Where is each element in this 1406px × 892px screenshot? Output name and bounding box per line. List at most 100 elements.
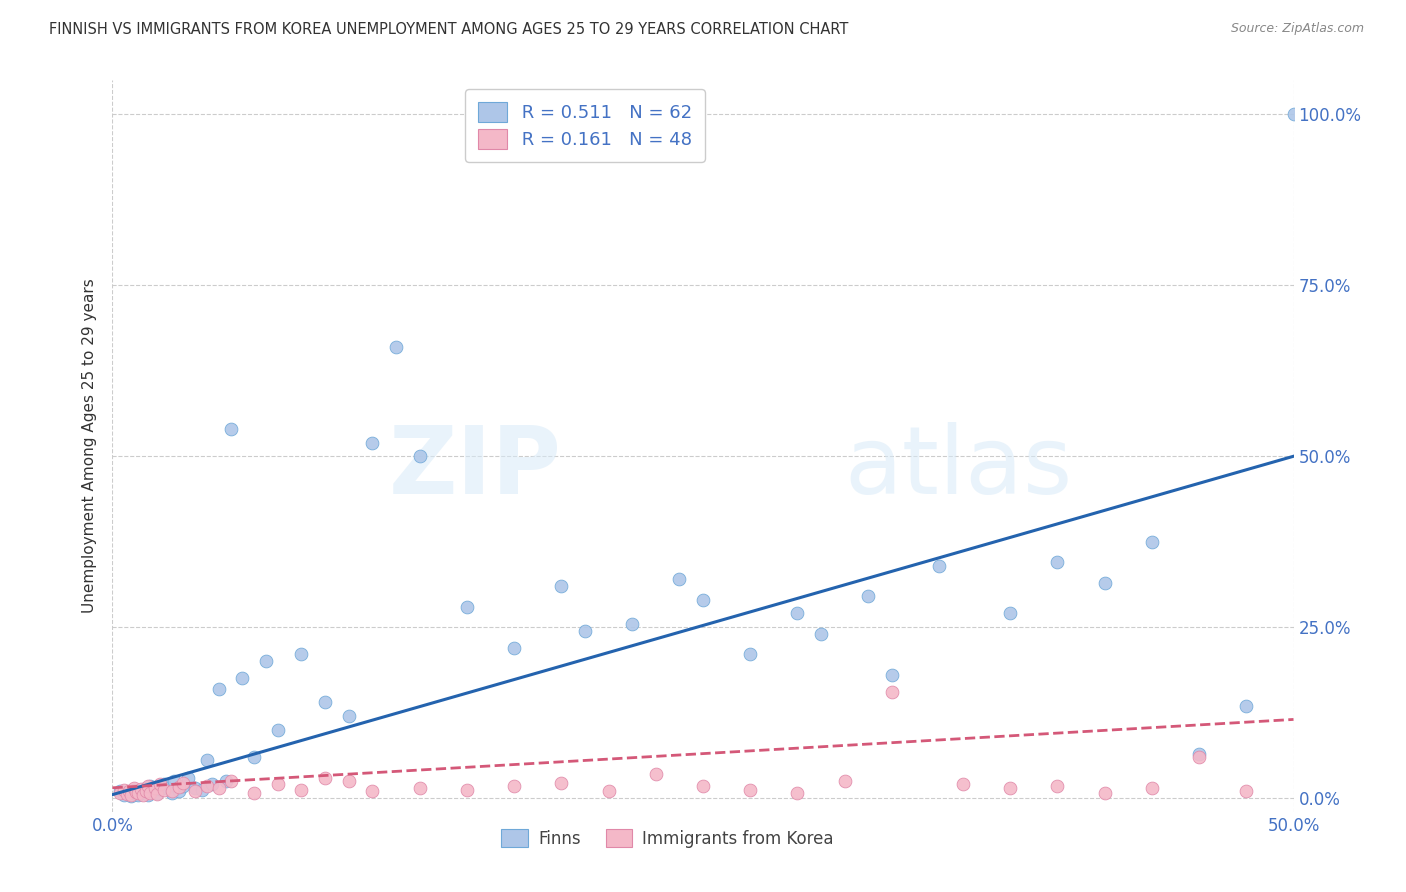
Point (139, 786, 162, 800)
Point (122, 782, 145, 797)
Point (191, 782, 214, 797)
Point (146, 786, 169, 800)
Point (740, 782, 762, 797)
Point (786, 607, 808, 621)
Point (314, 771, 336, 785)
Text: Source: ZipAtlas.com: Source: ZipAtlas.com (1230, 22, 1364, 36)
Point (125, 787, 148, 801)
Point (163, 774, 186, 789)
Point (503, 779, 526, 793)
Point (503, 640, 526, 655)
Point (160, 786, 183, 800)
Point (337, 709, 360, 723)
Point (810, 627, 832, 641)
Text: atlas: atlas (845, 422, 1073, 514)
Point (621, 616, 644, 631)
Point (1140, 780, 1163, 795)
Point (184, 780, 207, 795)
Point (928, 558, 950, 573)
Point (598, 784, 620, 798)
Point (550, 579, 572, 593)
Point (219, 422, 242, 436)
Point (153, 777, 176, 791)
Point (139, 779, 162, 793)
Point (172, 776, 194, 790)
Point (1046, 555, 1069, 569)
Point (146, 787, 169, 801)
Point (108, 784, 131, 798)
Point (136, 788, 159, 802)
Legend: Finns, Immigrants from Korea: Finns, Immigrants from Korea (495, 822, 841, 855)
Point (149, 777, 172, 791)
Point (129, 782, 152, 797)
Point (127, 789, 149, 803)
Point (880, 685, 903, 699)
Point (143, 781, 166, 796)
Point (858, 590, 880, 604)
Point (290, 648, 312, 662)
Point (149, 782, 172, 797)
Point (184, 784, 207, 798)
Point (786, 786, 808, 800)
Point (135, 783, 157, 797)
Point (243, 750, 266, 764)
Point (177, 771, 200, 785)
Text: ZIP: ZIP (388, 422, 561, 514)
Point (120, 789, 142, 803)
Point (125, 785, 148, 799)
Point (120, 789, 142, 803)
Point (160, 784, 183, 798)
Point (208, 780, 231, 795)
Point (112, 788, 135, 802)
Point (998, 607, 1021, 621)
Point (337, 774, 360, 789)
Point (550, 776, 572, 790)
Point (408, 780, 430, 795)
Point (132, 783, 155, 797)
Point (834, 774, 856, 789)
Point (195, 754, 218, 768)
Point (125, 785, 148, 799)
Point (267, 723, 290, 737)
Point (692, 592, 714, 607)
Point (1094, 575, 1116, 590)
Y-axis label: Unemployment Among Ages 25 to 29 years: Unemployment Among Ages 25 to 29 years (82, 278, 97, 614)
Point (127, 786, 149, 800)
Point (952, 777, 974, 791)
Point (1094, 786, 1116, 800)
Point (243, 786, 266, 800)
Point (112, 782, 135, 797)
Point (143, 785, 166, 799)
Point (136, 779, 159, 793)
Point (167, 784, 190, 798)
Point (1234, 784, 1257, 798)
Point (880, 668, 903, 682)
Point (385, 340, 408, 354)
Point (118, 786, 141, 800)
Point (142, 782, 165, 797)
Point (456, 782, 478, 797)
Point (361, 435, 384, 450)
Point (1282, 107, 1305, 121)
Point (1234, 698, 1257, 713)
Point (361, 784, 384, 798)
Point (136, 786, 159, 800)
Point (172, 779, 194, 793)
Point (115, 787, 138, 801)
Point (215, 774, 238, 789)
Point (129, 786, 152, 800)
Point (153, 782, 176, 797)
Point (267, 777, 290, 791)
Point (668, 572, 690, 586)
Point (314, 695, 336, 709)
Point (195, 779, 218, 793)
Point (167, 780, 190, 794)
Point (998, 780, 1021, 795)
Point (408, 449, 430, 463)
Point (201, 777, 224, 791)
Point (108, 786, 131, 800)
Point (156, 780, 179, 795)
Point (219, 774, 242, 789)
Point (574, 624, 596, 638)
Point (1046, 779, 1069, 793)
